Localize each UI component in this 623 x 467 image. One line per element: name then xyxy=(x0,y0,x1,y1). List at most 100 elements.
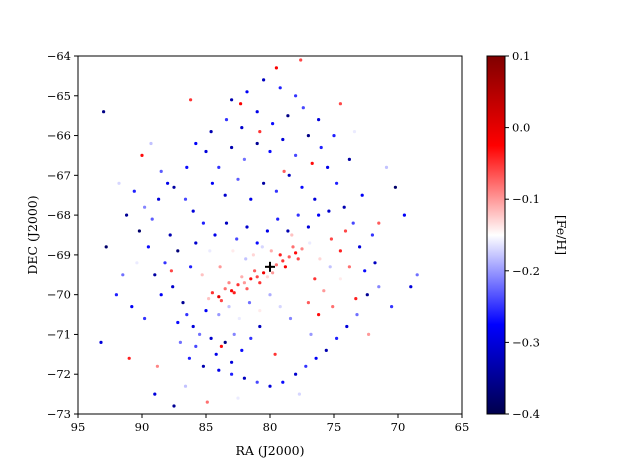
scatter-point xyxy=(230,98,234,102)
scatter-point xyxy=(268,293,272,297)
scatter-point xyxy=(355,313,359,317)
scatter-point xyxy=(300,247,304,251)
scatter-point xyxy=(242,281,246,285)
scatter-point xyxy=(150,217,154,221)
y-tick-label: −68 xyxy=(47,208,71,222)
scatter-point xyxy=(310,161,314,165)
scatter-point xyxy=(232,332,236,336)
scatter-point xyxy=(338,277,342,281)
scatter-point xyxy=(306,301,310,305)
scatter-point xyxy=(201,364,205,368)
scatter-point xyxy=(137,229,141,233)
scatter-point xyxy=(155,364,159,368)
y-tick-label: −69 xyxy=(47,248,71,262)
scatter-point xyxy=(240,275,244,279)
y-tick-label: −65 xyxy=(47,89,71,103)
scatter-point xyxy=(286,114,290,118)
scatter-point xyxy=(209,336,213,340)
scatter-point xyxy=(258,309,262,313)
scatter-point xyxy=(146,245,150,249)
scatter-point xyxy=(322,289,326,293)
x-tick-label: 70 xyxy=(391,420,406,434)
scatter-point xyxy=(121,273,125,277)
colorbar-ticks: 0.1 0.0 −0.1 −0.2 −0.3 −0.4 xyxy=(505,49,540,421)
scatter-point xyxy=(191,209,195,213)
scatter-point xyxy=(262,271,266,275)
scatter-point xyxy=(381,344,385,348)
scatter-point xyxy=(345,324,349,329)
scatter-point xyxy=(130,305,134,309)
scatter-point xyxy=(239,102,243,106)
scatter-point xyxy=(283,265,287,269)
scatter-point xyxy=(274,263,278,267)
scatter-point xyxy=(245,90,249,94)
scatter-point xyxy=(297,392,301,396)
scatter-point xyxy=(99,340,103,344)
scatter-point xyxy=(377,285,381,289)
scatter-point xyxy=(159,169,163,173)
scatter-point xyxy=(338,102,342,106)
scatter-point xyxy=(258,324,262,329)
scatter-point xyxy=(149,141,153,146)
scatter-point xyxy=(183,384,188,388)
scatter-point xyxy=(227,305,231,309)
scatter-point xyxy=(294,372,298,376)
scatter-point xyxy=(347,157,351,161)
scatter-point xyxy=(230,289,234,293)
scatter-point xyxy=(237,316,241,321)
scatter-point xyxy=(143,205,147,209)
scatter-point xyxy=(163,261,167,265)
plot-area xyxy=(78,56,462,414)
scatter-point xyxy=(324,348,328,352)
scatter-point xyxy=(269,249,273,253)
scatter-point xyxy=(114,293,118,297)
scatter-point xyxy=(279,237,284,241)
scatter-point xyxy=(224,221,229,225)
scatter-point xyxy=(249,277,253,281)
scatter-point xyxy=(291,245,295,249)
x-tick-label: 85 xyxy=(199,420,214,434)
scatter-point xyxy=(338,249,342,253)
scatter-point xyxy=(332,134,336,138)
scatter-point xyxy=(260,245,264,249)
scatter-point xyxy=(360,193,364,197)
scatter-point xyxy=(247,301,252,305)
scatter-point xyxy=(393,185,397,189)
scatter-point xyxy=(358,245,362,249)
scatter-point xyxy=(217,313,221,317)
scatter-point xyxy=(176,320,180,325)
scatter-point xyxy=(210,291,214,295)
scatter-point xyxy=(223,287,227,291)
scatter-point xyxy=(236,283,240,287)
scatter-point xyxy=(258,130,262,134)
colorbar-tick-label: −0.3 xyxy=(512,335,540,349)
scatter-point xyxy=(117,181,121,185)
scatter-point xyxy=(201,221,205,225)
scatter-point xyxy=(299,328,303,333)
scatter-point xyxy=(213,233,217,237)
scatter-point xyxy=(132,189,136,193)
scatter-point xyxy=(354,297,358,301)
scatter-point xyxy=(306,134,310,138)
y-tick-label: −64 xyxy=(47,49,71,63)
x-tick-label: 65 xyxy=(455,420,470,434)
scatter-point xyxy=(329,237,333,241)
x-tick-label: 75 xyxy=(327,420,342,434)
scatter-point xyxy=(230,145,234,150)
scatter-point xyxy=(296,213,300,217)
scatter-point xyxy=(300,185,304,189)
scatter-point xyxy=(409,285,413,289)
scatter-point xyxy=(281,137,285,142)
scatter-point xyxy=(309,332,313,336)
scatter-point xyxy=(268,384,272,388)
scatter-point xyxy=(204,309,208,313)
scatter-point xyxy=(183,197,188,201)
scatter-point xyxy=(253,269,257,273)
scatter-point xyxy=(367,332,371,336)
scatter-point xyxy=(281,380,285,384)
x-tick-label: 95 xyxy=(71,420,86,434)
scatter-point xyxy=(268,149,272,154)
scatter-point xyxy=(223,193,227,197)
scatter-point xyxy=(343,229,348,233)
scatter-point xyxy=(178,340,182,344)
